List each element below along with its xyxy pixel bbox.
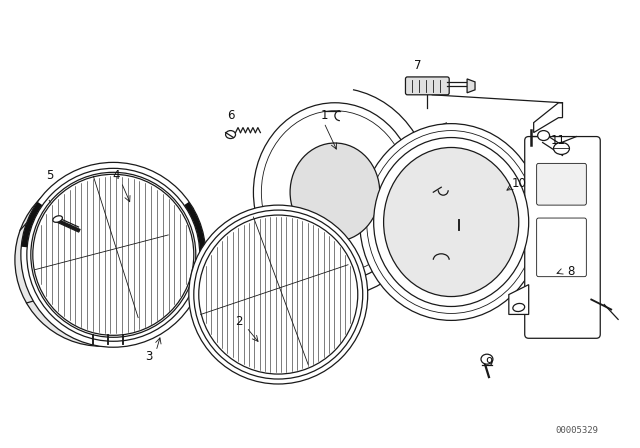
Text: 5: 5 — [46, 169, 53, 182]
FancyBboxPatch shape — [525, 137, 600, 338]
FancyBboxPatch shape — [406, 77, 449, 95]
Ellipse shape — [53, 216, 63, 222]
Ellipse shape — [31, 172, 196, 337]
Ellipse shape — [383, 147, 519, 297]
Ellipse shape — [194, 210, 363, 379]
Text: 10: 10 — [511, 177, 526, 190]
Ellipse shape — [199, 215, 358, 374]
Text: 2: 2 — [235, 315, 243, 328]
Text: 6: 6 — [227, 109, 234, 122]
Ellipse shape — [225, 130, 236, 138]
Text: 9: 9 — [485, 356, 493, 369]
Text: 11: 11 — [551, 134, 566, 147]
Ellipse shape — [189, 205, 368, 384]
Ellipse shape — [367, 130, 536, 314]
Ellipse shape — [33, 174, 194, 335]
Ellipse shape — [27, 168, 200, 341]
Ellipse shape — [21, 162, 205, 347]
Ellipse shape — [360, 124, 543, 320]
Polygon shape — [534, 103, 563, 133]
Ellipse shape — [253, 103, 417, 282]
Text: 1: 1 — [320, 109, 328, 122]
Text: 7: 7 — [413, 60, 421, 73]
Ellipse shape — [15, 173, 188, 346]
Text: 00005329: 00005329 — [556, 426, 598, 435]
Text: 8: 8 — [567, 265, 574, 278]
Polygon shape — [467, 79, 475, 93]
FancyBboxPatch shape — [537, 218, 586, 277]
Text: 4: 4 — [113, 169, 120, 182]
Ellipse shape — [25, 183, 178, 336]
Ellipse shape — [513, 303, 525, 311]
Ellipse shape — [554, 142, 570, 155]
Ellipse shape — [538, 130, 550, 141]
Ellipse shape — [481, 354, 493, 364]
Ellipse shape — [374, 138, 529, 306]
Text: 3: 3 — [145, 350, 153, 363]
Polygon shape — [509, 284, 529, 314]
Ellipse shape — [290, 143, 380, 241]
FancyBboxPatch shape — [537, 164, 586, 205]
Ellipse shape — [261, 111, 408, 274]
